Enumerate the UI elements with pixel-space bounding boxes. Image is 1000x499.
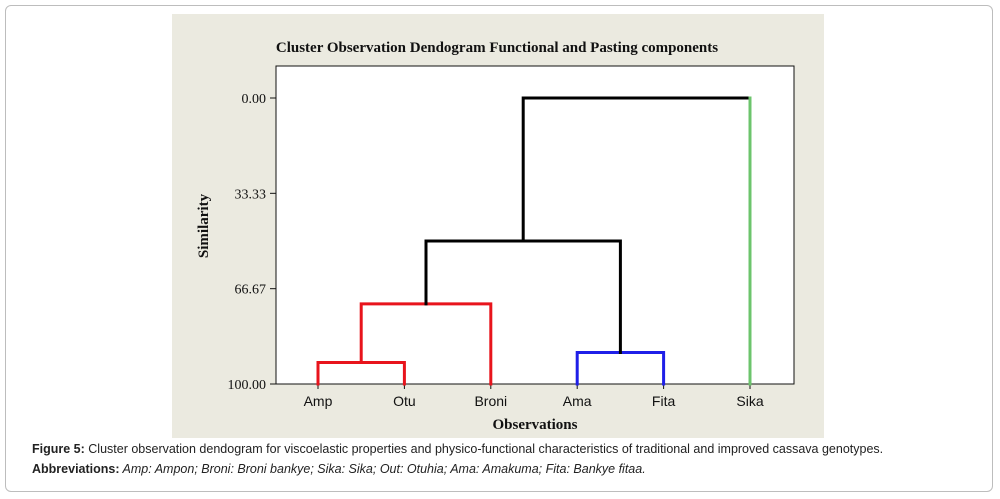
x-tick-label: Sika: [736, 393, 763, 409]
y-axis: 0.00 33.33 66.67 100.00: [228, 92, 276, 393]
x-tick-label: Ama: [563, 393, 592, 409]
x-axis: Amp Otu Broni Ama Fita Sika: [304, 384, 764, 409]
chart-title: Cluster Observation Dendogram Functional…: [276, 40, 718, 56]
y-tick-label: 66.67: [235, 283, 267, 298]
x-tick-label: Broni: [474, 393, 507, 409]
abbreviations: Abbreviations: Amp: Ampon; Broni: Broni …: [32, 461, 982, 477]
x-tick-label: Fita: [652, 393, 676, 409]
dendrogram-link: [521, 96, 752, 243]
y-tick-label: 33.33: [235, 187, 267, 202]
plot-area: [275, 65, 795, 385]
dendrogram-chart: Cluster Observation Dendogram Functional…: [196, 40, 795, 433]
figure-caption: Figure 5: Cluster observation dendogram …: [32, 441, 982, 457]
dendrogram-links: [316, 96, 752, 386]
abbreviations-label: Abbreviations:: [32, 462, 120, 476]
y-axis-title: Similarity: [196, 193, 212, 258]
x-tick-label: Otu: [393, 393, 416, 409]
x-axis-title: Observations: [492, 417, 577, 433]
figure-label: Figure 5:: [32, 442, 85, 456]
abbreviations-text: Amp: Ampon; Broni: Broni bankye; Sika: S…: [119, 462, 646, 476]
y-tick-label: 100.00: [228, 378, 267, 393]
y-tick-label: 0.00: [242, 92, 267, 107]
x-tick-label: Amp: [304, 393, 333, 409]
figure-caption-text: Cluster observation dendogram for viscoe…: [84, 442, 884, 456]
